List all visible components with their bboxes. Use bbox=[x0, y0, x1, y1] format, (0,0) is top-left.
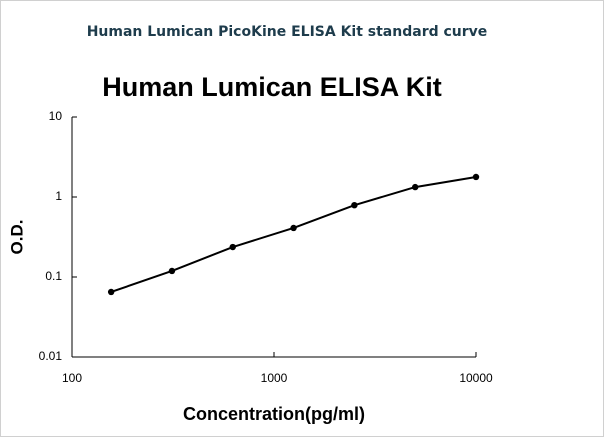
x-tick-label: 100 bbox=[62, 371, 82, 385]
y-tick-label: 1 bbox=[55, 189, 62, 203]
y-tick-label: 0.1 bbox=[45, 269, 62, 283]
x-axis-label: Concentration(pg/ml) bbox=[183, 404, 365, 424]
y-axis-label: O.D. bbox=[7, 220, 26, 255]
header-title: Human Lumican PicoKine ELISA Kit standar… bbox=[87, 24, 488, 40]
x-tick-label: 1000 bbox=[261, 371, 288, 385]
curve bbox=[110, 175, 477, 293]
data-point bbox=[472, 173, 480, 181]
y-tick-label: 0.01 bbox=[39, 349, 63, 363]
data-point bbox=[229, 243, 236, 251]
data-point bbox=[107, 288, 115, 296]
data-point bbox=[168, 267, 176, 275]
data-point bbox=[411, 183, 419, 191]
chart-title: Human Lumican ELISA Kit bbox=[102, 72, 442, 102]
data-point bbox=[351, 201, 358, 209]
data-point bbox=[290, 224, 297, 232]
x-tick-label: 10000 bbox=[459, 371, 493, 385]
y-tick-label: 10 bbox=[49, 109, 63, 123]
